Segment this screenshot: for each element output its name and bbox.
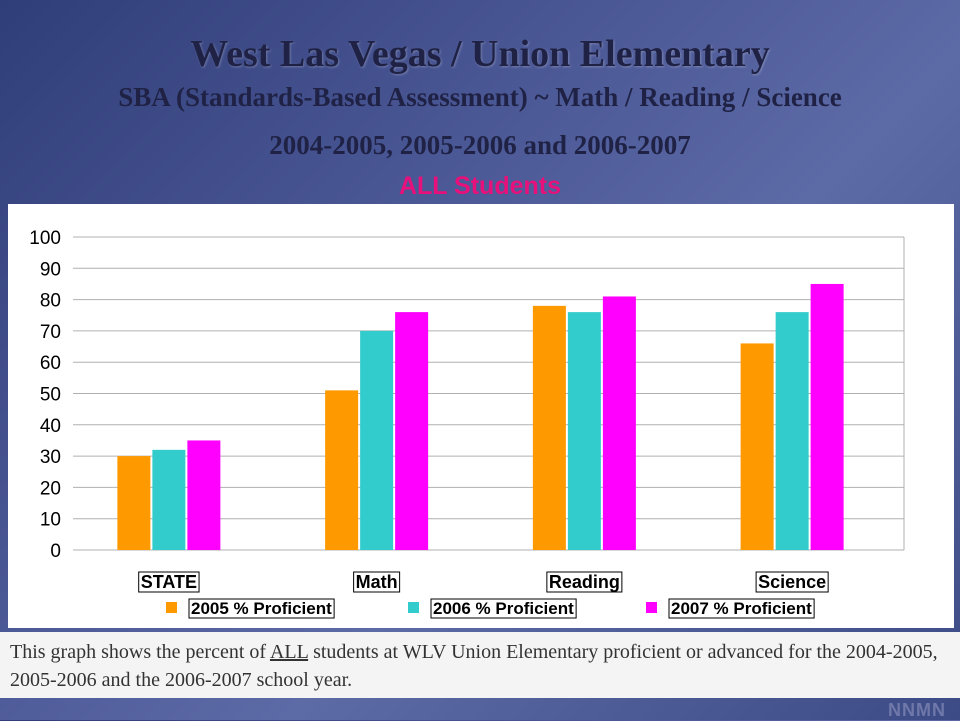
x-tick-label-box <box>138 571 200 593</box>
caption-text-2: students at WLV Union Elementary profici… <box>10 641 938 691</box>
legend-label-box <box>188 598 335 619</box>
legend-swatch <box>408 602 419 613</box>
subtitle: ALL Students <box>398 172 562 200</box>
title-line-3: 2004-2005, 2005-2006 and 2006-2007 <box>269 130 691 160</box>
legend-label: 2005 % Proficient <box>191 599 332 618</box>
legend-label: 2007 % Proficient <box>671 599 812 618</box>
bar <box>532 305 566 550</box>
x-tick-label-box <box>755 571 829 593</box>
bar <box>775 312 809 550</box>
x-tick-label: Math <box>356 572 398 592</box>
y-tick-label: 70 <box>40 322 61 343</box>
logo: NNMN <box>888 700 946 720</box>
legend-label-box <box>668 598 815 619</box>
bar <box>152 449 186 550</box>
x-tick-label: Reading <box>549 572 620 592</box>
caption: This graph shows the percent of ALL stud… <box>0 632 960 698</box>
y-tick-label: 0 <box>50 541 61 562</box>
y-tick-label: 30 <box>40 447 61 468</box>
x-tick-label-box <box>353 571 401 593</box>
bar <box>395 312 429 550</box>
bar-chart: 0 10 20 30 40 50 60 70 80 90 100 STATE Math Reading Sc… <box>29 228 905 619</box>
y-tick-label: 60 <box>40 353 61 374</box>
chart-panel: 0 10 20 30 40 50 60 70 80 90 100 STATE Math Reading Sc… <box>8 204 954 628</box>
title-line-2: SBA (Standards-Based Assessment) ~ Math … <box>118 82 842 112</box>
bar <box>187 440 221 550</box>
x-tick-label: Science <box>758 572 826 592</box>
y-tick-label: 80 <box>40 291 61 312</box>
y-tick-label: 10 <box>40 510 61 531</box>
title-line-1: West Las Vegas / Union Elementary <box>190 33 770 75</box>
bar <box>325 390 359 550</box>
caption-underlined: ALL <box>269 641 309 663</box>
legend-swatch <box>646 602 657 613</box>
legend-label-box <box>430 598 577 619</box>
x-tick-label: STATE <box>141 572 197 592</box>
legend-swatch <box>166 602 177 613</box>
y-tick-label: 20 <box>40 478 61 499</box>
bar <box>740 343 774 550</box>
legend-label: 2006 % Proficient <box>433 599 574 618</box>
bar <box>810 283 844 550</box>
caption-text-1: This graph shows the percent of <box>10 641 270 663</box>
bar <box>567 312 601 550</box>
y-tick-label: 40 <box>40 416 61 437</box>
bar <box>360 330 394 550</box>
bar <box>117 456 151 550</box>
x-tick-label-box <box>546 571 623 593</box>
y-tick-label: 90 <box>40 259 61 280</box>
bar <box>602 296 636 550</box>
y-tick-label: 100 <box>29 228 61 249</box>
y-tick-label: 50 <box>40 385 61 406</box>
